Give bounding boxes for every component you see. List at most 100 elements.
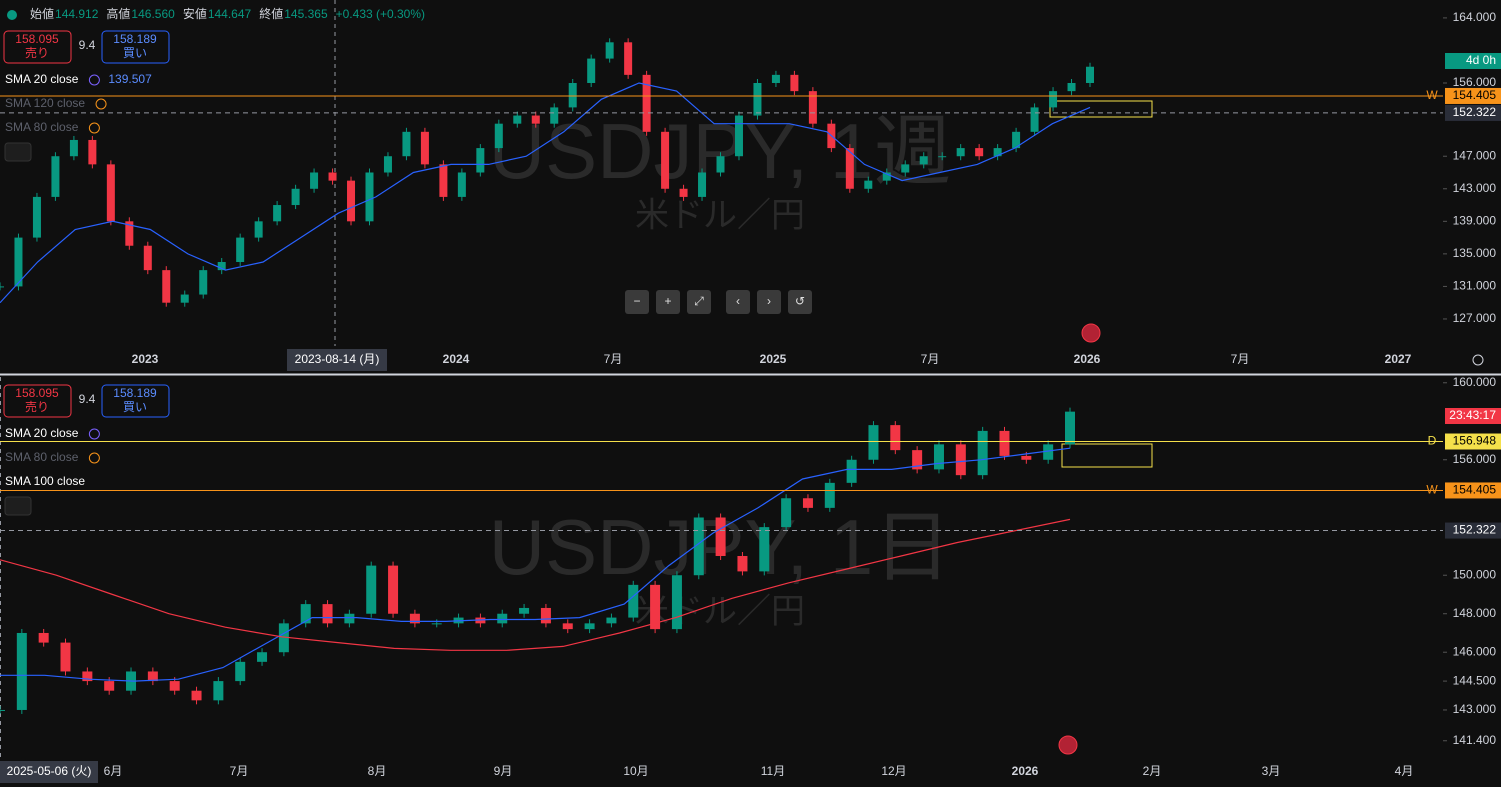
candle (365, 172, 374, 222)
level-tag: W (1426, 88, 1438, 102)
ohlc-label: 安値 (183, 6, 207, 21)
symbol-watermark: USDJPY, 1週 (489, 107, 951, 195)
candle (213, 681, 224, 701)
candle (901, 164, 910, 173)
collapse-button[interactable] (4, 496, 32, 516)
highlight-box (1049, 100, 1153, 118)
candle (790, 74, 799, 92)
y-tick-label: 147.000 (1453, 148, 1497, 162)
buy-price: 158.189 (113, 386, 157, 400)
indicator-name: SMA 100 close (5, 474, 85, 488)
control-icon[interactable]: ‹ (736, 294, 740, 308)
sell-button[interactable] (3, 30, 72, 64)
candle (938, 156, 947, 158)
control-icon[interactable]: − (633, 294, 640, 308)
y-tick-label: 148.000 (1453, 606, 1497, 620)
candle (912, 450, 923, 470)
y-tick-label: 143.000 (1453, 181, 1497, 195)
crosshair-date: 2025-05-06 (火) (7, 764, 92, 778)
candle (162, 270, 171, 303)
candle (540, 607, 551, 624)
y-tick-label: 143.000 (1453, 702, 1497, 716)
x-tick-label: 2026 (1012, 764, 1039, 778)
x-tick-label: 7月 (604, 352, 623, 366)
crosshair-date: 2023-08-14 (月) (295, 352, 380, 366)
candle (257, 652, 268, 662)
candle (890, 425, 901, 451)
settings-icon[interactable] (1472, 354, 1484, 366)
sell-label: 売り (25, 45, 49, 60)
collapse-button[interactable] (4, 142, 32, 162)
x-tick-label: 2024 (443, 352, 470, 366)
sell-button[interactable] (3, 384, 72, 418)
price-tag (1445, 522, 1501, 539)
candle (753, 82, 762, 116)
control-button[interactable] (788, 290, 812, 314)
candle (605, 42, 614, 59)
indicator-icon[interactable] (88, 428, 100, 440)
x-tick-label: 11月 (761, 764, 785, 778)
level-tag: W (1426, 483, 1438, 497)
price-tag (1445, 433, 1501, 450)
candle (587, 58, 596, 83)
candle (347, 180, 356, 222)
indicator-name: SMA 20 close (5, 426, 79, 440)
candle (642, 74, 651, 132)
candle (476, 148, 485, 173)
ohlc-label: 高値 (106, 6, 130, 21)
candle (781, 498, 792, 528)
candle (715, 517, 726, 556)
candle (278, 623, 289, 653)
event-flag[interactable] (1058, 735, 1078, 755)
ohlc-value: 146.560 (131, 7, 175, 21)
candle (882, 172, 891, 181)
candle (1067, 82, 1076, 92)
indicator-icon[interactable] (88, 122, 100, 134)
candle (846, 459, 857, 483)
candle (1049, 91, 1058, 108)
control-icon[interactable]: + (664, 294, 671, 308)
candle (671, 575, 682, 630)
indicator-icon[interactable] (95, 98, 107, 110)
candle (693, 517, 704, 576)
x-tick-label: 2025 (760, 352, 787, 366)
x-tick-label: 4月 (1395, 764, 1414, 778)
candle (955, 444, 966, 476)
price-tag-label: 152.322 (1453, 523, 1497, 537)
candle (864, 180, 873, 189)
price-tag-label: 154.405 (1453, 88, 1497, 102)
candle (1086, 66, 1094, 83)
candle (1030, 107, 1039, 132)
candle (999, 430, 1010, 456)
candle (975, 148, 984, 157)
candle (169, 681, 180, 691)
countdown-tag (1445, 408, 1501, 424)
candle (802, 498, 813, 508)
control-button[interactable] (687, 290, 711, 314)
buy-button[interactable] (101, 30, 170, 64)
event-flag[interactable] (1081, 323, 1101, 343)
y-tick-label: 127.000 (1453, 311, 1497, 325)
control-icon[interactable]: ⤢ (693, 294, 704, 308)
sell-label: 売り (25, 399, 49, 414)
control-icon[interactable]: ↺ (795, 294, 805, 308)
indicator-icon[interactable] (88, 452, 100, 464)
buy-button[interactable] (101, 384, 170, 418)
control-button[interactable] (726, 290, 750, 314)
x-tick-label: 7月 (1231, 352, 1250, 366)
x-tick-label: 7月 (921, 352, 940, 366)
control-button[interactable] (656, 290, 680, 314)
candle (402, 131, 411, 157)
x-tick-label: 6月 (104, 764, 123, 778)
candle (457, 172, 466, 197)
indicator-name: SMA 80 close (5, 120, 79, 134)
countdown: 23:43:17 (1449, 408, 1496, 422)
y-tick-label: 156.000 (1453, 75, 1497, 89)
indicator-icon[interactable] (88, 74, 100, 86)
candle (650, 584, 661, 630)
control-button[interactable] (625, 290, 649, 314)
control-icon[interactable]: › (767, 294, 771, 308)
control-button[interactable] (757, 290, 781, 314)
description-watermark: 米ドル／円 (635, 592, 805, 630)
